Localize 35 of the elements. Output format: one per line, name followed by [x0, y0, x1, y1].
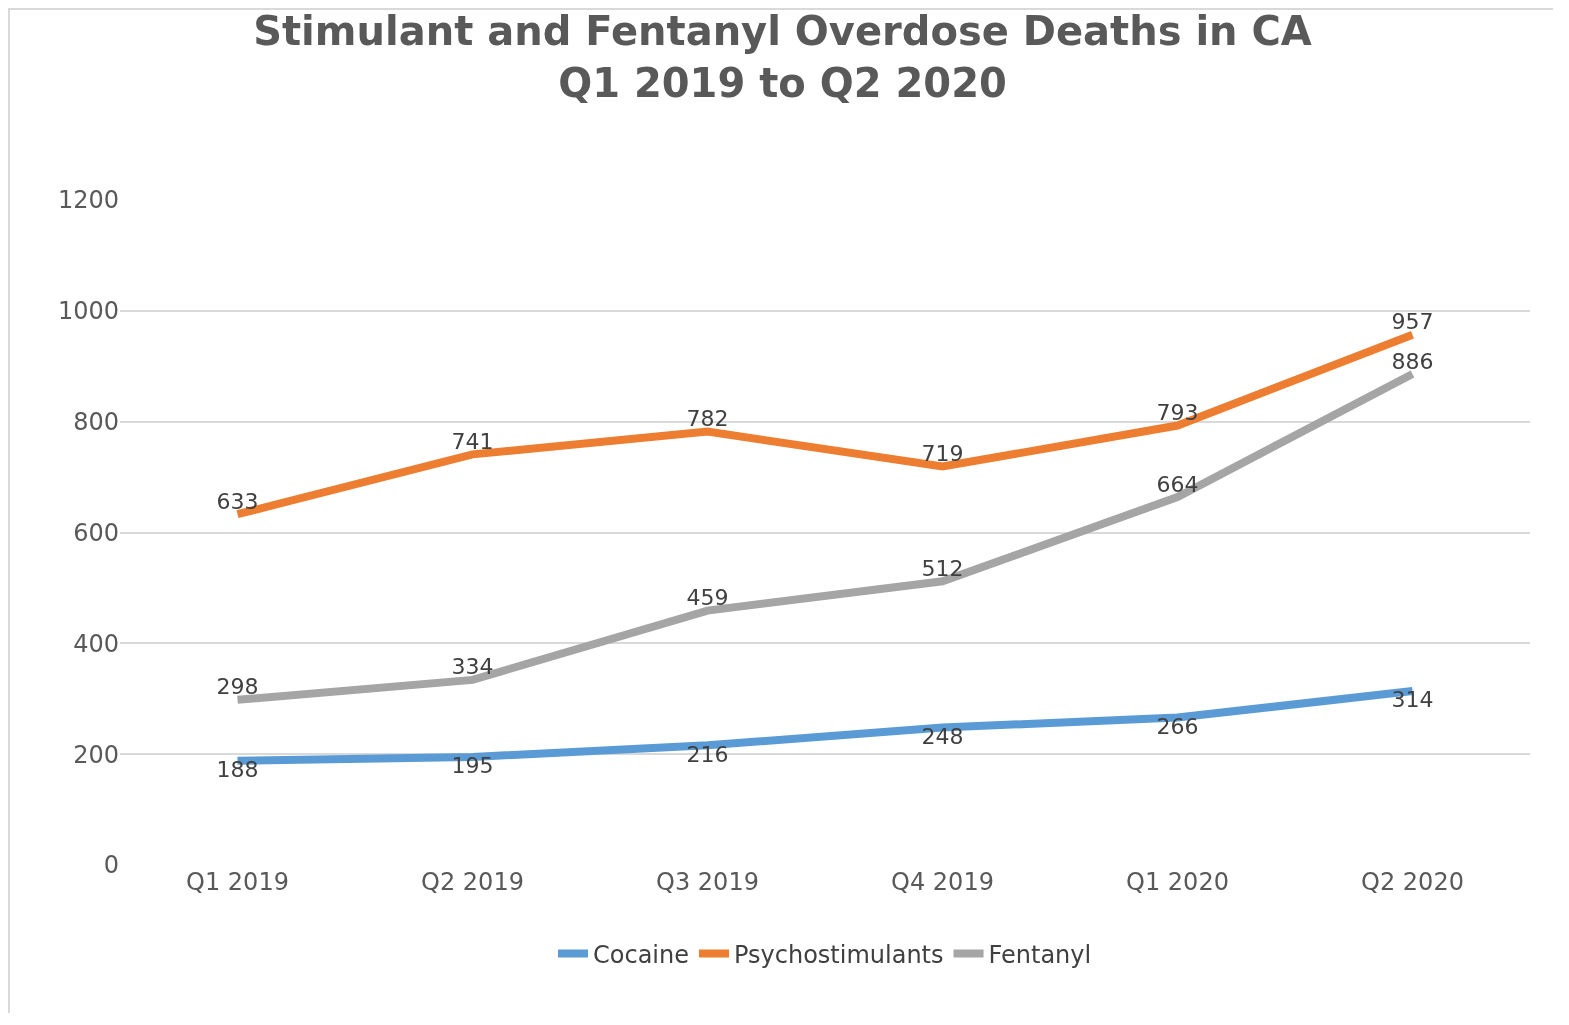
- y-tick-label: 1000: [57, 297, 119, 326]
- data-label: 512: [921, 555, 964, 581]
- data-label: 298: [216, 674, 259, 700]
- chart-title: Stimulant and Fentanyl Overdose Deaths in CA Q1 2019 to Q2 2020: [253, 8, 1312, 107]
- legend-label: Psychostimulants: [734, 940, 944, 969]
- y-tick-label: 800: [73, 408, 119, 437]
- data-label: 633: [216, 488, 259, 514]
- data-label: 719: [921, 441, 964, 467]
- x-tick-label: Q1 2019: [186, 868, 289, 896]
- data-label: 334: [451, 654, 494, 680]
- data-label: 782: [686, 406, 729, 432]
- data-label: 664: [1156, 471, 1199, 497]
- data-label: 195: [451, 753, 494, 779]
- data-label: 886: [1391, 348, 1434, 374]
- y-tick-label: 600: [73, 518, 119, 547]
- data-label: 248: [921, 724, 964, 750]
- x-tick-label: Q2 2020: [1361, 868, 1464, 896]
- data-label: 459: [686, 585, 729, 611]
- data-label: 188: [216, 757, 259, 783]
- data-label: 216: [686, 741, 729, 767]
- data-label: 266: [1156, 714, 1199, 740]
- y-tick-label: 400: [73, 629, 119, 658]
- legend-label: Fentanyl: [988, 940, 1092, 969]
- x-tick-label: Q4 2019: [891, 868, 994, 896]
- x-tick-label: Q1 2020: [1126, 868, 1229, 896]
- data-label: 314: [1391, 687, 1434, 713]
- y-tick-label: 200: [73, 740, 119, 769]
- x-tick-label: Q2 2019: [421, 868, 524, 896]
- x-tick-label: Q3 2019: [656, 868, 759, 896]
- legend-label: Cocaine: [593, 940, 689, 969]
- y-tick-label: 1200: [57, 186, 119, 215]
- data-label: 957: [1391, 309, 1434, 335]
- y-tick-label: 0: [103, 851, 119, 880]
- data-label: 741: [451, 428, 494, 454]
- data-label: 793: [1156, 400, 1199, 426]
